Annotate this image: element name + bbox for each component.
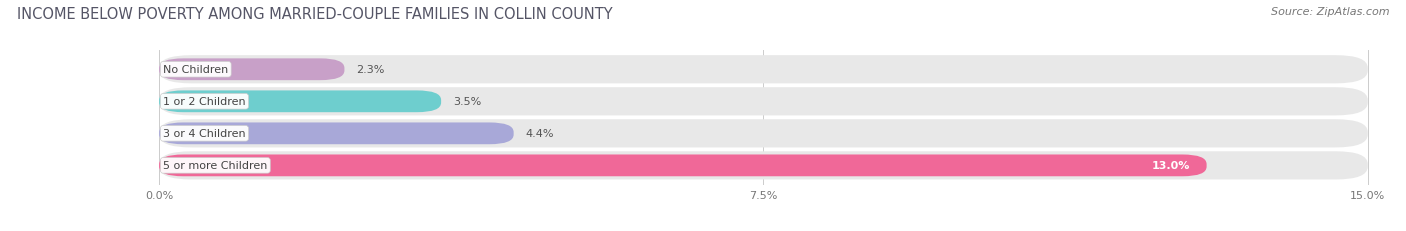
Text: 5 or more Children: 5 or more Children [163, 161, 267, 171]
FancyBboxPatch shape [159, 152, 1368, 180]
Text: No Children: No Children [163, 65, 228, 75]
Text: Source: ZipAtlas.com: Source: ZipAtlas.com [1271, 7, 1389, 17]
Text: 13.0%: 13.0% [1152, 161, 1191, 171]
FancyBboxPatch shape [159, 155, 1206, 176]
Text: INCOME BELOW POVERTY AMONG MARRIED-COUPLE FAMILIES IN COLLIN COUNTY: INCOME BELOW POVERTY AMONG MARRIED-COUPL… [17, 7, 613, 22]
FancyBboxPatch shape [159, 120, 1368, 148]
FancyBboxPatch shape [159, 91, 441, 113]
FancyBboxPatch shape [159, 59, 344, 81]
Text: 4.4%: 4.4% [526, 129, 554, 139]
FancyBboxPatch shape [159, 88, 1368, 116]
Text: 2.3%: 2.3% [357, 65, 385, 75]
Text: 1 or 2 Children: 1 or 2 Children [163, 97, 246, 107]
Text: 3 or 4 Children: 3 or 4 Children [163, 129, 246, 139]
FancyBboxPatch shape [159, 56, 1368, 84]
Text: 3.5%: 3.5% [453, 97, 481, 107]
FancyBboxPatch shape [159, 123, 513, 145]
